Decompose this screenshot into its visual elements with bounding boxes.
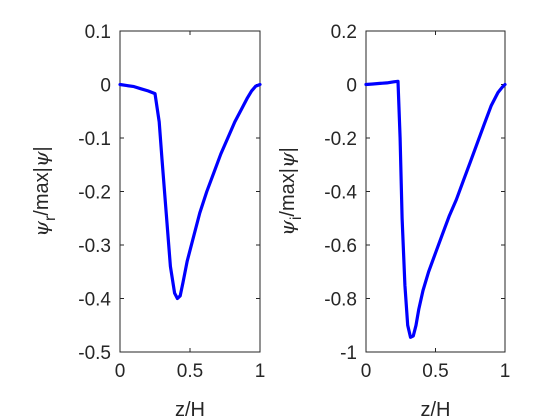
y-tick-label: 0.2 [331,22,357,43]
y-tick-label: 0 [100,76,111,97]
y-tick-label: -0.8 [324,290,357,311]
y-tick-label: 0 [346,76,357,97]
label-text: | [277,147,299,152]
y-tick-label: -0.1 [78,129,111,150]
y-tick-label: -0.2 [324,129,357,150]
left-panel: 0.10-0.1-0.2-0.3-0.4-0.50 0.5 1z/Hψr/max|ψ… [29,22,265,420]
label-text: | [31,146,53,151]
y-tick-label: -0.2 [78,183,111,204]
psi-symbol: ψ [29,151,53,167]
y-axis-label: ψi/max|ψ| [275,147,305,236]
psi-symbol: ψ [275,220,299,236]
x-tick-label: 0.5 [422,361,448,382]
plot-area [119,30,261,353]
x-tick-label: 1 [500,361,511,382]
series-line [364,79,507,339]
psi-symbol: ψ [29,221,53,237]
x-tick-label: 1 [255,361,266,382]
y-tick-label: -0.4 [78,290,111,311]
x-tick-label: 0 [361,361,372,382]
y-tick-label: -1 [340,343,357,364]
series-line [118,82,262,301]
y-axis-label: ψr/max|ψ| [29,146,59,236]
y-tick-label: 0.1 [85,22,111,43]
y-tick-label: -0.4 [324,183,357,204]
label-text: /max| [277,168,299,217]
psi-symbol: ψ [275,152,299,168]
x-axis-label: z/H [175,399,205,420]
y-tick-label: -0.3 [78,236,111,257]
subscript: r [42,215,59,221]
plot-area [365,30,506,353]
x-axis-label: z/H [421,399,451,420]
right-panel: 0.20-0.2-0.4-0.6-0.8-10 0.5 1z/Hψi/max|ψ| [275,22,510,420]
x-tick-label: 0.5 [177,361,203,382]
y-tick-label: -0.6 [324,236,357,257]
y-tick-label: -0.5 [78,343,111,364]
label-text: /max| [31,167,53,216]
subscript: i [288,217,305,221]
x-tick-label: 0 [115,361,126,382]
